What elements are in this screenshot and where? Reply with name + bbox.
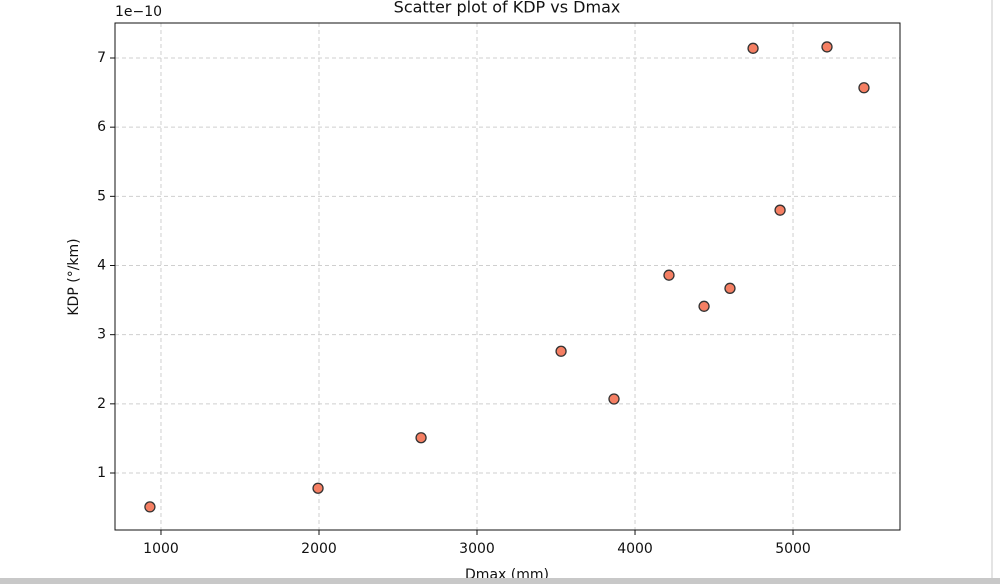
y-tick-label: 6 [97, 119, 106, 135]
y-tick-label: 5 [97, 188, 106, 204]
x-tick-label: 5000 [775, 541, 811, 557]
axes-frame [114, 22, 901, 531]
y-tick-label: 4 [97, 258, 106, 274]
x-tick-label: 4000 [617, 541, 653, 557]
scatter-point [774, 204, 786, 216]
scatter-point [608, 393, 620, 405]
scatter-point [747, 42, 759, 54]
y-tick-label: 7 [97, 50, 106, 66]
scatter-point [663, 269, 675, 281]
x-tick-label: 1000 [143, 541, 179, 557]
scatter-point [858, 82, 870, 94]
scatter-point [555, 345, 567, 357]
y-tick-label: 3 [97, 327, 106, 343]
scatter-point [312, 482, 324, 494]
y-offset-label: 1e−10 [115, 4, 162, 20]
scatter-point [144, 501, 156, 513]
x-tick-label: 3000 [459, 541, 495, 557]
y-tick-label: 2 [97, 396, 106, 412]
y-axis-label: KDP (°/km) [66, 238, 82, 315]
scatter-point [724, 282, 736, 294]
x-tick-label: 2000 [301, 541, 337, 557]
chart-title: Scatter plot of KDP vs Dmax [394, 0, 621, 17]
y-tick-label: 1 [97, 465, 106, 481]
window-bottom-bar [0, 578, 1000, 584]
scatter-point [821, 41, 833, 53]
scatter-point [698, 300, 710, 312]
plot-area: 1000 2000 3000 4000 5000 1 2 3 4 5 6 7 [97, 22, 901, 557]
scatter-point [415, 432, 427, 444]
